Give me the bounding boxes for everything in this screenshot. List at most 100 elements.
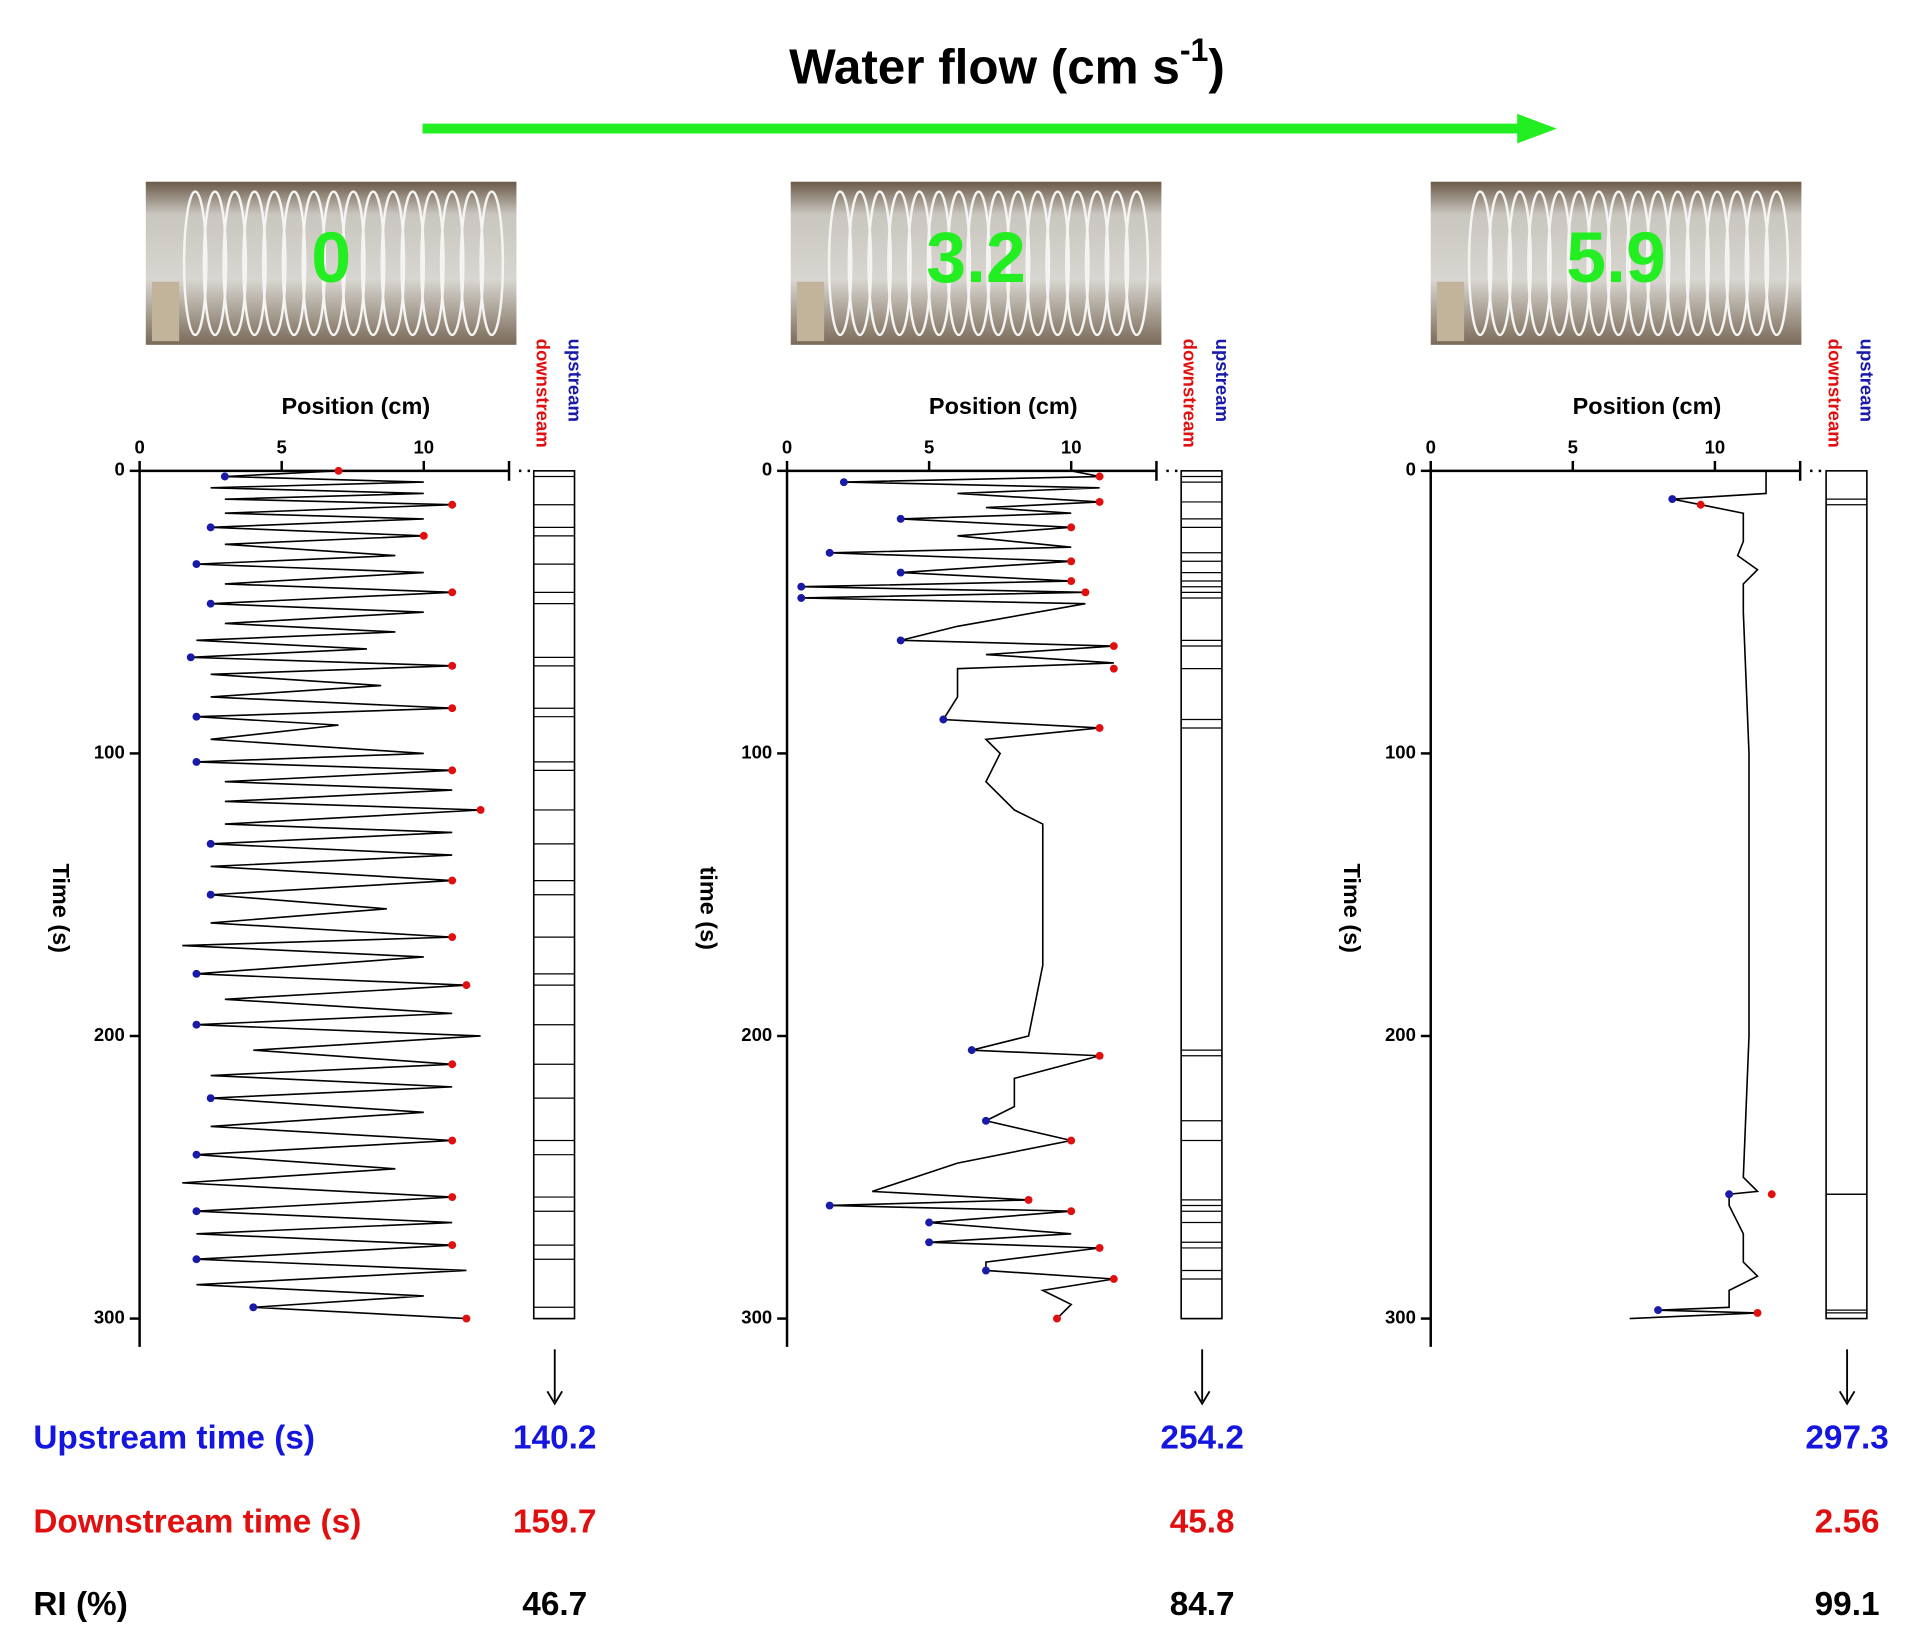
photo-ring bbox=[1645, 190, 1671, 337]
x-tick-label: 10 bbox=[413, 436, 434, 457]
photo-ring bbox=[827, 190, 853, 337]
y-tick-label: 200 bbox=[741, 1024, 772, 1045]
crossing-marker bbox=[448, 933, 457, 942]
photo-ring bbox=[182, 190, 208, 337]
photo-ring bbox=[301, 190, 327, 337]
y-tick-label: 200 bbox=[1385, 1024, 1416, 1045]
photo-ring bbox=[966, 190, 991, 337]
downstream-time: 45.8 bbox=[1170, 1503, 1235, 1540]
stat-label: RI (%) bbox=[33, 1586, 127, 1623]
x-tick-label: 0 bbox=[134, 436, 144, 457]
photo-ring bbox=[847, 190, 873, 337]
crossing-marker bbox=[249, 1303, 258, 1312]
photo-ring bbox=[439, 190, 465, 337]
y-axis-label: time (s) bbox=[696, 866, 722, 949]
photo-ring bbox=[1546, 190, 1572, 337]
photo-ring bbox=[1685, 190, 1710, 337]
crossing-marker bbox=[334, 466, 343, 475]
crossing-marker bbox=[981, 1266, 990, 1275]
stat-label: Downstream time (s) bbox=[33, 1503, 361, 1540]
photo-ring bbox=[1507, 190, 1533, 337]
crossing-marker bbox=[896, 636, 905, 645]
photo-ring bbox=[459, 190, 485, 337]
x-axis-label: Position (cm) bbox=[1573, 393, 1722, 419]
x-tick-label: 5 bbox=[924, 436, 934, 457]
photo-ring bbox=[1586, 190, 1612, 337]
crossing-marker bbox=[1095, 1051, 1104, 1060]
y-tick-label: 300 bbox=[94, 1306, 125, 1327]
crossing-marker bbox=[448, 588, 457, 597]
crossing-marker bbox=[192, 1255, 201, 1264]
photo-ring bbox=[281, 190, 307, 337]
crossing-marker bbox=[448, 1241, 457, 1250]
zone-legend: upstream bbox=[1212, 339, 1233, 422]
crossing-marker bbox=[896, 514, 905, 523]
zone-legend: upstream bbox=[564, 339, 585, 422]
crossing-marker bbox=[797, 582, 806, 591]
crossing-marker bbox=[1109, 1275, 1118, 1283]
downstream-time: 159.7 bbox=[513, 1503, 596, 1540]
upstream-time: 140.2 bbox=[513, 1419, 596, 1456]
crossing-marker bbox=[462, 981, 471, 990]
crossing-marker bbox=[462, 1314, 471, 1323]
zone-legend: downstream bbox=[1825, 339, 1846, 448]
y-tick-label: 100 bbox=[94, 741, 125, 762]
crossing-marker bbox=[1095, 497, 1104, 506]
photo-ring bbox=[1487, 190, 1513, 337]
crossing-marker bbox=[925, 1218, 934, 1227]
crossing-marker bbox=[1095, 472, 1104, 481]
photo-ring bbox=[420, 190, 445, 337]
stat-label: Upstream time (s) bbox=[33, 1419, 315, 1456]
crossing-marker bbox=[476, 805, 485, 814]
crossing-marker bbox=[206, 890, 215, 899]
crossing-marker bbox=[192, 712, 201, 721]
photo-ring bbox=[400, 190, 426, 337]
y-tick-label: 200 bbox=[94, 1024, 125, 1045]
crossing-marker bbox=[192, 757, 201, 766]
crossing-marker bbox=[206, 1094, 215, 1103]
crossing-marker bbox=[1725, 1190, 1734, 1199]
position-trace bbox=[801, 470, 1114, 1320]
crossing-marker bbox=[448, 500, 457, 509]
crossing-marker bbox=[448, 876, 457, 885]
upstream-time: 297.3 bbox=[1805, 1419, 1888, 1456]
photo-ring bbox=[242, 190, 267, 337]
y-axis-label: Time (s) bbox=[1339, 863, 1365, 953]
crossing-marker bbox=[206, 523, 215, 532]
crossing-marker bbox=[896, 568, 905, 577]
photo-ring bbox=[261, 190, 287, 337]
crossing-marker bbox=[939, 715, 948, 724]
x-tick-label: 10 bbox=[1061, 436, 1082, 457]
crossing-marker bbox=[1095, 1243, 1104, 1252]
zone-legend: upstream bbox=[1857, 339, 1878, 422]
crossing-marker bbox=[1024, 1195, 1033, 1204]
photo-ring bbox=[222, 190, 248, 337]
crossing-marker bbox=[1053, 1314, 1061, 1323]
crossing-marker bbox=[448, 661, 457, 670]
zone-strip bbox=[1825, 470, 1868, 1320]
crossing-marker bbox=[825, 1201, 834, 1210]
crossing-marker bbox=[186, 653, 195, 662]
photo-ring bbox=[1665, 190, 1691, 337]
photo-ring bbox=[341, 190, 366, 337]
y-tick-label: 100 bbox=[741, 741, 772, 762]
flow-label: 3.2 bbox=[926, 218, 1026, 298]
y-tick-label: 0 bbox=[762, 459, 772, 480]
crossing-marker bbox=[192, 1150, 201, 1159]
x-axis-label: Position (cm) bbox=[929, 393, 1078, 419]
photo-tube bbox=[796, 281, 825, 342]
crossing-marker bbox=[839, 478, 848, 487]
x-tick-label: 5 bbox=[277, 436, 287, 457]
crossing-marker bbox=[1067, 1136, 1076, 1145]
photo-ring bbox=[1005, 190, 1031, 337]
y-tick-label: 300 bbox=[741, 1306, 772, 1327]
photo-ring bbox=[1744, 190, 1770, 337]
x-tick-label: 0 bbox=[1426, 436, 1436, 457]
crossing-marker bbox=[967, 1046, 976, 1055]
crossing-marker bbox=[797, 594, 806, 602]
photo-tube bbox=[151, 281, 180, 342]
crossing-marker bbox=[1668, 495, 1677, 504]
crossing-marker bbox=[220, 472, 229, 481]
result-arrow-head bbox=[546, 1390, 563, 1406]
